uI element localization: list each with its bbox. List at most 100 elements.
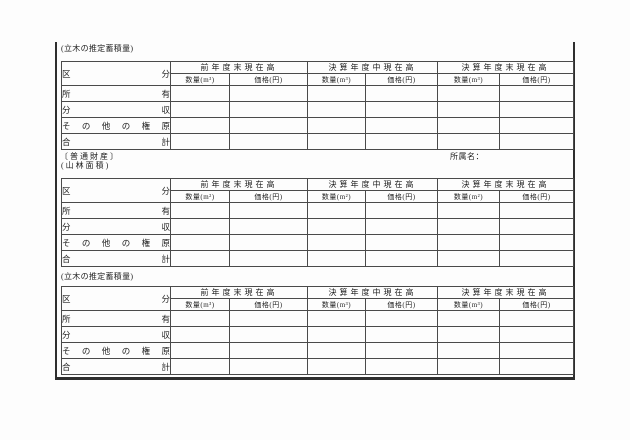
empty-data-cell <box>229 250 308 267</box>
table-row: 合 計 <box>61 358 574 375</box>
empty-data-cell <box>365 101 438 118</box>
col-sub-quantity: 数量(m³) <box>170 298 230 311</box>
empty-data-cell <box>229 202 308 219</box>
empty-data-cell <box>307 117 366 134</box>
col-sub-quantity: 数量(m³) <box>307 298 366 311</box>
col-sub-price: 価格(円) <box>499 73 574 86</box>
col-sub-price: 価格(円) <box>229 190 308 203</box>
section-ordinary-property: 〔普通財産〕 (山林面積) <box>57 152 573 171</box>
table-row: その他の権原 <box>61 117 574 134</box>
section-caption: (立木の推定蓄積量) <box>61 272 134 281</box>
empty-data-cell <box>307 218 366 235</box>
table-row: 合 計 <box>61 250 574 267</box>
empty-data-cell <box>499 218 574 235</box>
empty-data-cell <box>365 310 438 327</box>
col-sub-price: 価格(円) <box>499 190 574 203</box>
row-label-other-rights: その他の権原 <box>61 117 171 134</box>
empty-data-cell <box>365 358 438 375</box>
empty-data-cell <box>170 342 230 359</box>
empty-data-cell <box>437 342 500 359</box>
row-label-owned: 所 有 <box>61 310 171 327</box>
table-row: 分 収 <box>61 101 574 118</box>
empty-data-cell <box>365 250 438 267</box>
empty-data-cell <box>437 250 500 267</box>
empty-data-cell <box>499 85 574 102</box>
empty-data-cell <box>437 101 500 118</box>
col-group-prev-year-end: 前年度末現在高 <box>170 61 308 74</box>
col-header-category: 区 分 <box>61 178 171 203</box>
col-group-fiscal-year-end: 決算年度末現在高 <box>437 61 574 74</box>
empty-data-cell <box>229 326 308 343</box>
col-sub-price: 価格(円) <box>499 298 574 311</box>
table-row: その他の権原 <box>61 234 574 251</box>
col-header-category: 区 分 <box>61 286 171 311</box>
empty-data-cell <box>229 358 308 375</box>
empty-data-cell <box>229 133 308 150</box>
empty-data-cell <box>307 234 366 251</box>
empty-data-cell <box>437 117 500 134</box>
empty-data-cell <box>365 202 438 219</box>
row-label-total: 合 計 <box>61 358 171 375</box>
row-label-profit-sharing: 分 収 <box>61 326 171 343</box>
empty-data-cell <box>437 326 500 343</box>
table-row: 所 有 <box>61 202 574 219</box>
empty-data-cell <box>365 117 438 134</box>
col-sub-quantity: 数量(m³) <box>307 73 366 86</box>
empty-data-cell <box>499 250 574 267</box>
empty-data-cell <box>170 250 230 267</box>
row-label-total: 合 計 <box>61 250 171 267</box>
empty-data-cell <box>170 202 230 219</box>
col-sub-quantity: 数量(m³) <box>170 73 230 86</box>
col-sub-price: 価格(円) <box>229 298 308 311</box>
row-label-profit-sharing: 分 収 <box>61 101 171 118</box>
empty-data-cell <box>437 358 500 375</box>
empty-data-cell <box>437 202 500 219</box>
empty-data-cell <box>307 101 366 118</box>
empty-data-cell <box>170 326 230 343</box>
col-sub-quantity: 数量(m²) <box>307 190 366 203</box>
table-row: 所 有 <box>61 310 574 327</box>
table-row: 分 収 <box>61 326 574 343</box>
col-group-fiscal-year-mid: 決算年度中現在高 <box>307 178 438 191</box>
empty-data-cell <box>365 85 438 102</box>
col-sub-quantity: 数量(m²) <box>170 190 230 203</box>
empty-data-cell <box>365 326 438 343</box>
empty-data-cell <box>229 310 308 327</box>
empty-data-cell <box>229 85 308 102</box>
section-timber-volume-lower: (立木の推定蓄積量) 区 分 前年度末現在高 決算年度中現在高 決算年度末現在高… <box>57 272 574 375</box>
timber-volume-table-upper: 区 分 前年度末現在高 決算年度中現在高 決算年度末現在高 数量(m³) 価格(… <box>61 61 574 150</box>
empty-data-cell <box>499 326 574 343</box>
empty-data-cell <box>365 342 438 359</box>
row-label-profit-sharing: 分 収 <box>61 218 171 235</box>
empty-data-cell <box>307 310 366 327</box>
empty-data-cell <box>170 101 230 118</box>
empty-data-cell <box>437 218 500 235</box>
empty-data-cell <box>365 234 438 251</box>
col-sub-price: 価格(円) <box>365 190 438 203</box>
row-label-total: 合 計 <box>61 133 171 150</box>
col-sub-quantity: 数量(m²) <box>437 190 500 203</box>
table-row: 所 有 <box>61 85 574 102</box>
empty-data-cell <box>307 326 366 343</box>
timber-volume-table-lower: 区 分 前年度末現在高 決算年度中現在高 決算年度末現在高 数量(m³) 価格(… <box>61 286 574 375</box>
empty-data-cell <box>307 85 366 102</box>
empty-data-cell <box>170 234 230 251</box>
empty-data-cell <box>229 234 308 251</box>
section-timber-volume-upper: (立木の推定蓄積量) 区 分 前年度末現在高 決算年度中現在高 決算年度末現在高… <box>57 44 574 150</box>
empty-data-cell <box>365 218 438 235</box>
empty-data-cell <box>170 310 230 327</box>
scanned-page-frame: (立木の推定蓄積量) 区 分 前年度末現在高 決算年度中現在高 決算年度末現在高… <box>55 42 575 380</box>
empty-data-cell <box>229 342 308 359</box>
col-header-category: 区 分 <box>61 61 171 86</box>
empty-data-cell <box>170 117 230 134</box>
empty-data-cell <box>499 358 574 375</box>
empty-data-cell <box>229 101 308 118</box>
section-caption: (立木の推定蓄積量) <box>61 44 134 53</box>
empty-data-cell <box>307 250 366 267</box>
col-sub-price: 価格(円) <box>229 73 308 86</box>
empty-data-cell <box>170 218 230 235</box>
col-sub-price: 価格(円) <box>365 298 438 311</box>
empty-data-cell <box>499 310 574 327</box>
col-sub-price: 価格(円) <box>365 73 438 86</box>
col-group-fiscal-year-end: 決算年度末現在高 <box>437 178 574 191</box>
